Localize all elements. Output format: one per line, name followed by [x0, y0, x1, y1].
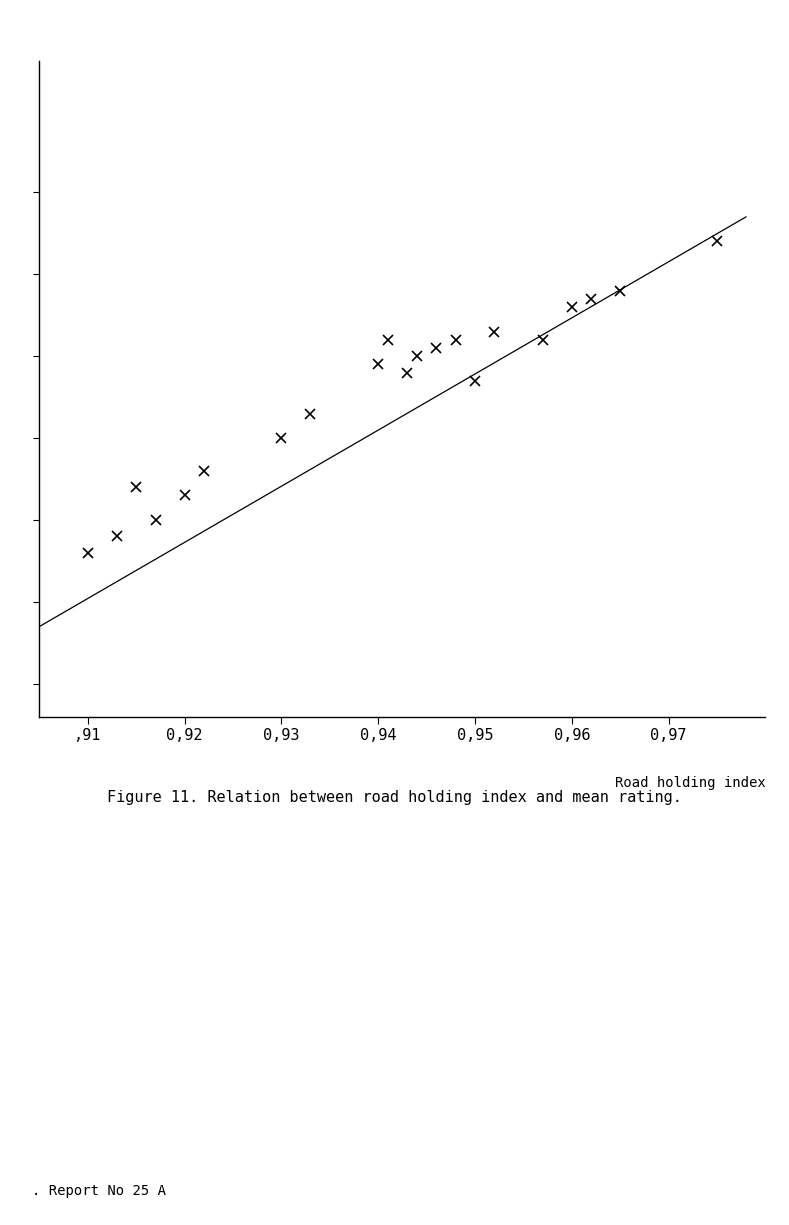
Text: Figure 11. Relation between road holding index and mean rating.: Figure 11. Relation between road holding…: [107, 790, 682, 805]
Text: Road holding index: Road holding index: [615, 775, 765, 790]
Text: . Report No 25 A: . Report No 25 A: [32, 1185, 166, 1198]
